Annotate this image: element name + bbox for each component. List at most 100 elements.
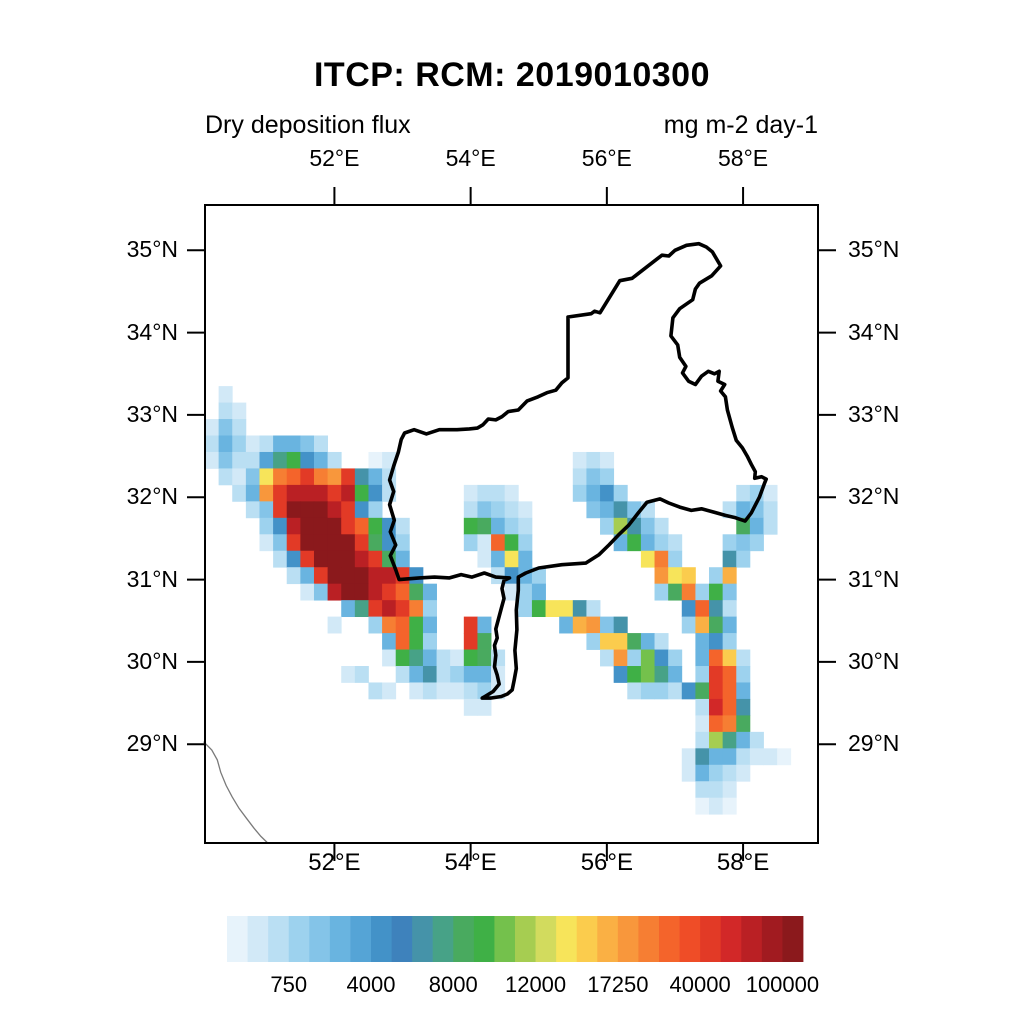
raster-cell	[572, 468, 587, 486]
raster-cell	[736, 550, 751, 568]
raster-cell	[668, 550, 683, 568]
raster-cell	[327, 501, 342, 519]
raster-cell	[259, 435, 274, 453]
raster-cell	[654, 633, 669, 650]
raster-cell	[327, 517, 342, 535]
raster-cell	[286, 468, 301, 486]
colorbar-segment	[761, 916, 783, 962]
lon-tick-label-bottom: 56°E	[580, 849, 633, 876]
raster-cell	[722, 797, 737, 815]
raster-cell	[736, 764, 751, 782]
raster-cell	[668, 534, 683, 552]
raster-cell	[382, 633, 397, 650]
raster-cell	[450, 682, 465, 700]
raster-cell	[681, 616, 696, 634]
raster-cell	[395, 633, 410, 650]
raster-cell	[395, 534, 410, 552]
raster-cell	[259, 451, 274, 469]
raster-cell	[572, 616, 587, 634]
raster-cell	[463, 682, 478, 700]
raster-cell	[504, 583, 519, 601]
colorbar-segment	[227, 916, 248, 962]
raster-cell	[395, 666, 410, 683]
raster-cell	[736, 666, 751, 683]
raster-cell	[749, 748, 764, 766]
raster-cell	[722, 666, 737, 683]
raster-cell	[205, 451, 220, 469]
raster-cell	[654, 583, 669, 601]
coastline	[203, 741, 269, 844]
colorbar-segment	[638, 916, 660, 962]
raster-cell	[463, 633, 478, 650]
raster-cell	[722, 781, 737, 799]
raster-cell	[722, 600, 737, 618]
raster-cell	[640, 534, 655, 552]
raster-cell	[245, 484, 260, 502]
raster-cell	[722, 649, 737, 667]
raster-cell	[218, 451, 233, 469]
colorbar-tick-label: 750	[270, 972, 308, 997]
raster-cell	[668, 567, 683, 585]
raster-cell	[368, 484, 383, 502]
raster-cell	[654, 534, 669, 552]
raster-cell	[354, 583, 369, 601]
raster-cell	[368, 468, 383, 486]
raster-cell	[259, 501, 274, 519]
raster-cell	[382, 600, 397, 618]
raster-cell	[709, 715, 724, 733]
raster-cell	[436, 649, 451, 667]
raster-cell	[709, 649, 724, 667]
raster-cell	[395, 616, 410, 634]
raster-cell	[627, 633, 642, 650]
raster-cell	[722, 715, 737, 733]
raster-cell	[695, 781, 710, 799]
raster-cell	[749, 534, 764, 552]
raster-cell	[232, 484, 247, 502]
raster-cell	[286, 501, 301, 519]
raster-cell	[463, 484, 478, 502]
raster-cell	[422, 649, 437, 667]
raster-cell	[286, 534, 301, 552]
raster-cell	[695, 583, 710, 601]
colorbar-segment	[535, 916, 557, 962]
raster-cell	[395, 649, 410, 667]
raster-cell	[749, 731, 764, 749]
raster-cell	[600, 616, 615, 634]
raster-cell	[477, 616, 492, 634]
lat-tick-label-left: 31°N	[126, 565, 178, 592]
colorbar-segment	[576, 916, 598, 962]
raster-cell	[245, 501, 260, 519]
raster-cell	[300, 534, 315, 552]
raster-cell	[218, 402, 233, 420]
colorbar-tick-label: 40000	[669, 972, 731, 997]
raster-cell	[681, 567, 696, 585]
raster-cell	[327, 484, 342, 502]
raster-cell	[341, 534, 356, 552]
raster-cell	[463, 698, 478, 716]
raster-cell	[627, 649, 642, 667]
raster-cell	[709, 797, 724, 815]
raster-cell	[409, 682, 424, 700]
raster-cell	[232, 402, 247, 420]
raster-cell	[518, 534, 533, 552]
lon-tick-label-top: 54°E	[445, 145, 496, 171]
colorbar-segment	[309, 916, 331, 962]
raster-cell	[572, 451, 587, 469]
raster-cell	[286, 517, 301, 535]
colorbar-segment	[391, 916, 413, 962]
raster-cell	[327, 468, 342, 486]
raster-cell	[695, 748, 710, 766]
raster-cell	[681, 600, 696, 618]
raster-cell	[518, 517, 533, 535]
raster-cell	[531, 600, 546, 618]
raster-cell	[681, 764, 696, 782]
raster-cell	[586, 468, 601, 486]
raster-cell	[313, 550, 328, 568]
raster-cell	[736, 649, 751, 667]
map-frame	[204, 204, 819, 844]
raster-cell	[681, 748, 696, 766]
raster-cell	[409, 649, 424, 667]
raster-cell	[259, 468, 274, 486]
raster-cell	[341, 468, 356, 486]
raster-cell	[722, 748, 737, 766]
